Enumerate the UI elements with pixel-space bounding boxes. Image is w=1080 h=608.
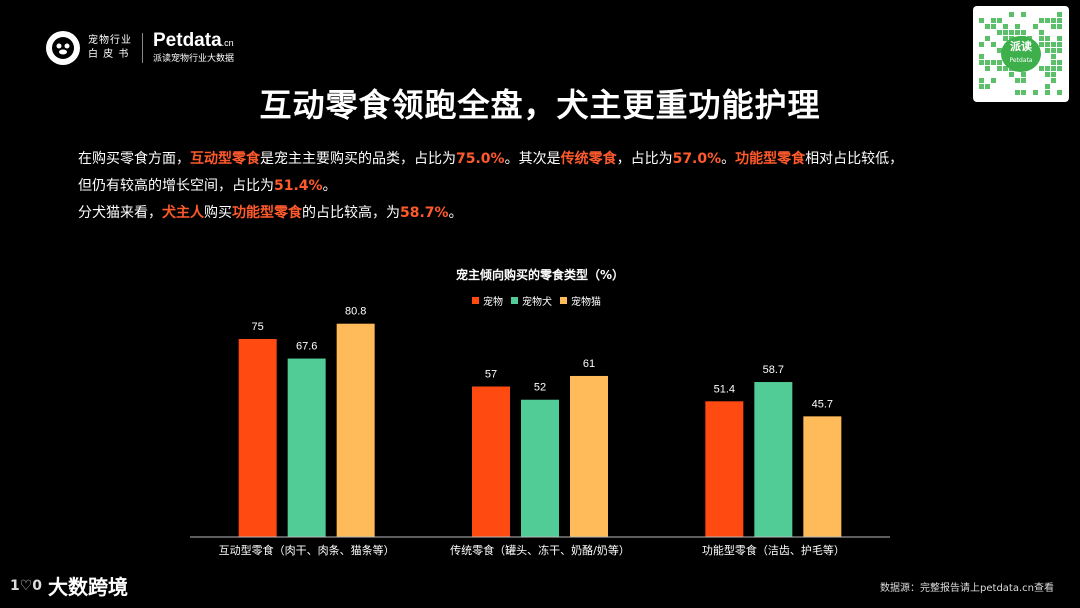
- data-label: 51.4: [714, 383, 735, 395]
- legend-swatch: [560, 297, 567, 304]
- highlight-text: 犬主人: [162, 205, 204, 221]
- text-segment: 。: [322, 178, 337, 194]
- bar-宠物猫-0: [336, 323, 375, 537]
- bar-宠物-2: [705, 401, 744, 537]
- category-label: 互动型零食（肉干、肉条、猫条等）: [219, 543, 395, 557]
- text-segment: 相对占比较低，: [805, 151, 904, 167]
- petdata-subtitle: 派读宠物行业大数据: [153, 54, 235, 64]
- text-segment: 的占比较高，为: [302, 205, 400, 221]
- chart-title: 宠主倾向购买的零食类型（%）: [455, 268, 625, 282]
- data-label: 67.6: [296, 341, 317, 353]
- text-segment: 。其次是: [504, 151, 561, 167]
- summary-line-3: 分犬猫来看，犬主人购买功能型零食的占比较高，为58.7%。: [78, 200, 1018, 227]
- petdata-logo: Petdata.cn: [153, 31, 234, 53]
- summary-paragraph: 在购买零食方面，互动型零食是宠主主要购买的品类，占比为75.0%。其次是传统零食…: [78, 146, 1018, 227]
- page-title: 互动零食领跑全盘，犬主更重功能护理: [259, 86, 821, 124]
- legend-swatch: [472, 297, 479, 304]
- petdata-suffix: .cn: [221, 38, 234, 48]
- pet-logo-icon: [46, 31, 80, 65]
- data-label: 58.7: [763, 364, 784, 376]
- category-label: 功能型零食（洁齿、护毛等）: [702, 543, 845, 557]
- qr-label: 派读: [1010, 40, 1032, 53]
- petdata-brand: Petdata.cn 派读宠物行业大数据: [153, 31, 234, 65]
- data-label: 80.8: [345, 306, 366, 318]
- qr-sub: Petdata: [1009, 57, 1033, 64]
- data-source: 数据源：完整报告请上petdata.cn查看: [880, 583, 1054, 594]
- text-segment: 是宠主主要购买的品类，占比为: [260, 151, 456, 167]
- text-segment: ，占比为: [616, 151, 673, 167]
- text-segment: 。: [721, 151, 736, 167]
- highlight-text: 互动型零食: [190, 151, 260, 167]
- legend-label: 宠物猫: [571, 297, 601, 308]
- data-label: 57: [485, 369, 497, 381]
- text-segment: 。: [448, 205, 463, 221]
- legend-item-cat: 宠物猫: [560, 293, 601, 308]
- data-label: 45.7: [812, 398, 833, 410]
- data-label: 61: [583, 358, 595, 370]
- category-label: 传统零食（罐头、冻干、奶酪/奶等）: [450, 543, 630, 557]
- footer-logo-text: 大数跨境: [48, 575, 129, 599]
- highlight-value: 75.0%: [456, 151, 505, 167]
- summary-line-2: 但仍有较高的增长空间，占比为51.4%。: [78, 173, 1018, 200]
- text-segment: 购买: [204, 205, 232, 221]
- brand-line2: 白 皮 书: [88, 49, 130, 60]
- legend-label: 宠物犬: [522, 297, 552, 308]
- data-label: 75: [252, 321, 264, 333]
- whitepaper-brand: 宠物行业 白 皮 书: [88, 34, 132, 62]
- brand-line1: 宠物行业: [88, 35, 132, 46]
- chart-legend: 宠物 宠物犬 宠物猫: [472, 293, 609, 308]
- legend-swatch: [511, 297, 518, 304]
- legend-label: 宠物: [483, 297, 503, 308]
- bar-宠物-1: [472, 386, 510, 537]
- highlight-text: 传统零食: [560, 151, 617, 167]
- bar-宠物犬-0: [287, 358, 326, 537]
- footer-logo-icon: 1♡0: [10, 577, 43, 594]
- highlight-text: 功能型零食: [232, 205, 302, 221]
- qr-center-badge: 派读 Petdata: [1001, 36, 1041, 72]
- qr-code[interactable]: 派读 Petdata: [973, 6, 1069, 102]
- bar-宠物-0: [238, 339, 277, 537]
- highlight-text: 功能型零食: [735, 151, 806, 167]
- bar-宠物犬-1: [521, 399, 559, 537]
- legend-item-pet: 宠物: [472, 293, 503, 308]
- data-label: 52: [534, 382, 546, 394]
- petdata-name: Petdata: [153, 30, 222, 51]
- bar-宠物猫-1: [570, 375, 608, 537]
- brand-header: 宠物行业 白 皮 书 Petdata.cn 派读宠物行业大数据: [46, 30, 234, 66]
- text-segment: 但仍有较高的增长空间，占比为: [78, 178, 274, 194]
- legend-item-dog: 宠物犬: [511, 293, 552, 308]
- brand-divider: [142, 33, 143, 63]
- text-segment: 在购买零食方面，: [78, 151, 190, 167]
- highlight-value: 57.0%: [672, 151, 722, 167]
- highlight-value: 51.4%: [274, 178, 323, 194]
- summary-line-1: 在购买零食方面，互动型零食是宠主主要购买的品类，占比为75.0%。其次是传统零食…: [78, 146, 1018, 173]
- footer-logo: 1♡0 大数跨境: [10, 571, 128, 600]
- highlight-value: 58.7%: [400, 205, 449, 221]
- bar-宠物犬-2: [754, 382, 793, 537]
- text-segment: 分犬猫来看，: [78, 205, 162, 221]
- bar-宠物猫-2: [803, 416, 842, 537]
